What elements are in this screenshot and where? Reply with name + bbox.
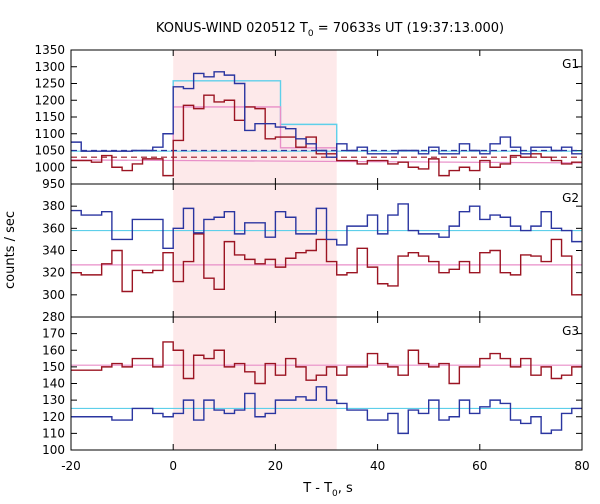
panel-g3-ytick-label: 140 xyxy=(42,377,65,391)
panel-g3-ytick-label: 130 xyxy=(42,393,65,407)
xlabel-rest: , s xyxy=(338,481,353,496)
xtick-label: 20 xyxy=(268,459,283,473)
panel-g2-ytick-label: 380 xyxy=(42,199,65,213)
panel-g1-ytick-label: 1150 xyxy=(34,110,65,124)
panel-g2-series-blue xyxy=(71,203,582,249)
xlabel-subscript: 0 xyxy=(332,489,338,499)
panel-g3-ytick-label: 170 xyxy=(42,327,65,341)
panel-g2-ytick-label: 340 xyxy=(42,244,65,258)
panel-g1-ytick-label: 1200 xyxy=(34,93,65,107)
y-axis-label: counts / sec xyxy=(3,211,18,289)
panel-g3-ytick-label: 160 xyxy=(42,343,65,357)
panel-g1-ytick-label: 1000 xyxy=(34,160,65,174)
panel-g3-series-red xyxy=(71,341,582,385)
panel-g2-ytick-label: 360 xyxy=(42,221,65,235)
panel-g1-series-blue xyxy=(71,71,582,158)
panel-g1-fit-line-red xyxy=(70,159,583,164)
xlabel-main: T - T xyxy=(302,481,332,496)
panel-g1-ytick-label: 1250 xyxy=(34,77,65,91)
panel-g3-ytick-label: 120 xyxy=(42,410,65,424)
xtick-label: -20 xyxy=(61,459,81,473)
title-rest: = 70633s UT (19:37:13.000) xyxy=(314,21,504,36)
x-axis-label: T - T0, s xyxy=(302,481,353,499)
panel-g1-ytick-label: 1100 xyxy=(34,127,65,141)
xtick-label: 60 xyxy=(472,459,487,473)
panel-g1-ytick-label: 950 xyxy=(42,177,65,191)
title-main: KONUS-WIND 020512 T xyxy=(156,21,308,36)
panel-g1-ytick-label: 1300 xyxy=(34,60,65,74)
xtick-label: 0 xyxy=(169,459,177,473)
panel-g2-ytick-label: 300 xyxy=(42,288,65,302)
panel-g1-ytick-label: 1050 xyxy=(34,144,65,158)
panel-g1-shaded-interval xyxy=(173,50,337,184)
chart-title: KONUS-WIND 020512 T0 = 70633s UT (19:37:… xyxy=(156,21,504,39)
panel-g3-label: G3 xyxy=(562,324,579,338)
panel-g1-series-red xyxy=(71,94,582,177)
panel-g3-frame xyxy=(70,316,583,451)
panel-g1-label: G1 xyxy=(562,57,579,71)
panel-g1-ytick-label: 1350 xyxy=(34,43,65,57)
title-subscript: 0 xyxy=(308,29,314,39)
panel-g3-ytick-label: 110 xyxy=(42,426,65,440)
panel-g3-ytick-label: 100 xyxy=(42,443,65,457)
panel-g2-ytick-label: 320 xyxy=(42,266,65,280)
xtick-label: 40 xyxy=(370,459,385,473)
panel-g3-ytick-label: 150 xyxy=(42,360,65,374)
panel-g3-series-blue xyxy=(71,386,582,435)
panel-g2-ytick-label: 280 xyxy=(42,310,65,324)
panel-g2-series-red xyxy=(71,233,582,296)
panel-g2-label: G2 xyxy=(562,191,579,205)
xtick-label: 80 xyxy=(574,459,589,473)
